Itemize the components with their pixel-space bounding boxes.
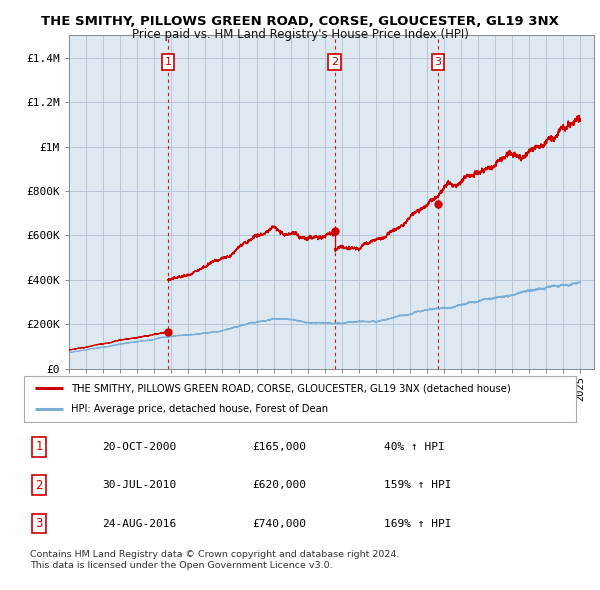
Text: Contains HM Land Registry data © Crown copyright and database right 2024.
This d: Contains HM Land Registry data © Crown c… [30, 550, 400, 570]
Text: 159% ↑ HPI: 159% ↑ HPI [384, 480, 452, 490]
Text: 2: 2 [331, 57, 338, 67]
Text: 3: 3 [434, 57, 442, 67]
Text: 1: 1 [164, 57, 172, 67]
Text: 3: 3 [35, 517, 43, 530]
Text: 24-AUG-2016: 24-AUG-2016 [102, 519, 176, 529]
Text: 169% ↑ HPI: 169% ↑ HPI [384, 519, 452, 529]
Text: £740,000: £740,000 [252, 519, 306, 529]
Text: £620,000: £620,000 [252, 480, 306, 490]
Text: THE SMITHY, PILLOWS GREEN ROAD, CORSE, GLOUCESTER, GL19 3NX (detached house): THE SMITHY, PILLOWS GREEN ROAD, CORSE, G… [71, 384, 511, 394]
Text: 40% ↑ HPI: 40% ↑ HPI [384, 442, 445, 452]
Text: Price paid vs. HM Land Registry's House Price Index (HPI): Price paid vs. HM Land Registry's House … [131, 28, 469, 41]
Text: 2: 2 [35, 478, 43, 492]
Text: 1: 1 [35, 440, 43, 454]
Text: 30-JUL-2010: 30-JUL-2010 [102, 480, 176, 490]
Text: HPI: Average price, detached house, Forest of Dean: HPI: Average price, detached house, Fore… [71, 404, 328, 414]
Text: £165,000: £165,000 [252, 442, 306, 452]
Text: 20-OCT-2000: 20-OCT-2000 [102, 442, 176, 452]
Text: THE SMITHY, PILLOWS GREEN ROAD, CORSE, GLOUCESTER, GL19 3NX: THE SMITHY, PILLOWS GREEN ROAD, CORSE, G… [41, 15, 559, 28]
